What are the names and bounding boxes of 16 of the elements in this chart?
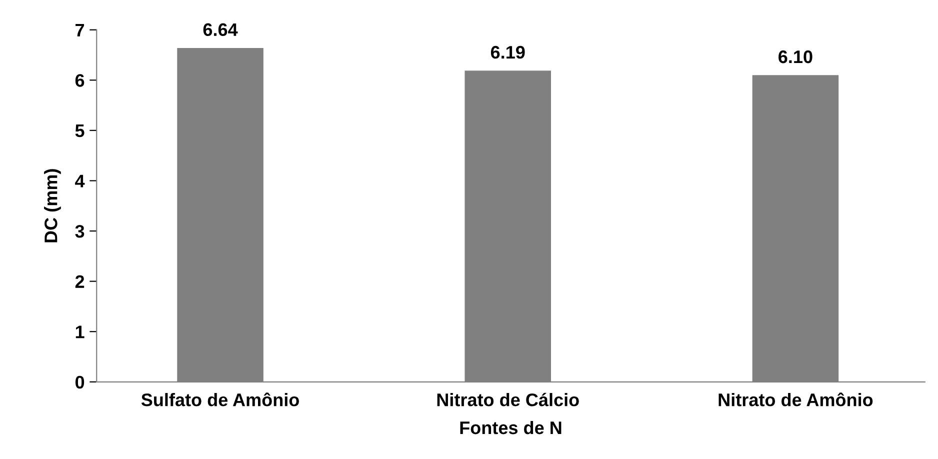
- data-label: 6.64: [203, 23, 238, 36]
- x-tick-label: Nitrato de Cálcio: [437, 392, 579, 406]
- y-tick-label: 7: [76, 24, 84, 36]
- y-tick-label: 4: [75, 174, 85, 188]
- y-tick-label: 0: [75, 376, 84, 389]
- y-tick-label: 5: [75, 124, 84, 138]
- x-axis-title: Fontes de N: [460, 420, 562, 434]
- x-tick-label: Nitrato de Amônio: [718, 392, 873, 406]
- y-axis-title: DC (mm): [44, 169, 61, 242]
- y-tick-label: 1: [76, 326, 84, 338]
- y-tick-label: 3: [75, 224, 84, 238]
- data-label: 6.19: [490, 46, 525, 59]
- x-tick-label: Sulfato de Amônio: [141, 392, 299, 406]
- y-tick-label: 2: [75, 275, 84, 288]
- data-label: 6.10: [778, 50, 812, 64]
- y-tick-label: 6: [75, 74, 84, 87]
